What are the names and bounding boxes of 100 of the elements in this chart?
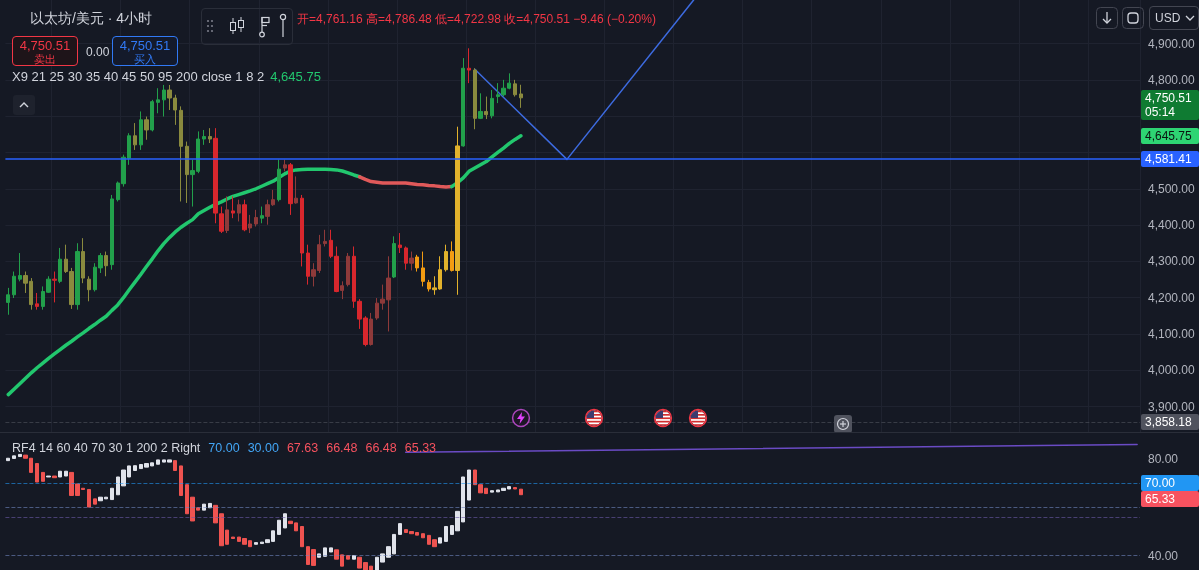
annotation: 买入 <box>133 53 157 65</box>
candlestick <box>156 459 160 465</box>
y-tick-label: 4,400.00 <box>1148 218 1196 233</box>
candlestick <box>208 502 212 509</box>
candlestick <box>398 523 402 535</box>
candlestick <box>300 194 304 267</box>
ref-line-label: 3,858.18 <box>1145 414 1192 429</box>
candlestick <box>306 244 310 286</box>
text: 05:14 <box>1145 104 1176 119</box>
annotation: 66.48 <box>326 441 358 455</box>
y-tick-label: 4,200.00 <box>1148 290 1196 305</box>
candlestick <box>294 175 298 205</box>
y-tick-label: 4,800.00 <box>1148 72 1196 87</box>
candlestick <box>173 460 177 471</box>
candlestick <box>254 542 258 545</box>
candlestick <box>444 526 448 542</box>
candlestick <box>52 271 57 303</box>
annotation: 30.00 <box>247 441 279 455</box>
annotation: 4,645.75 <box>270 69 321 84</box>
candlestick <box>162 84 166 118</box>
y-tick-label: 4,500.00 <box>1148 181 1196 196</box>
candlestick <box>404 245 408 271</box>
candlestick <box>478 92 483 120</box>
candlestick <box>392 235 396 279</box>
candlestick <box>87 488 91 508</box>
candlestick <box>104 251 108 277</box>
text: 以太坊/美元 · 4小时 <box>30 10 153 26</box>
candlestick <box>288 162 293 216</box>
candlestick <box>248 214 252 234</box>
candlestick <box>283 159 287 172</box>
candlestick <box>12 455 16 459</box>
candlestick <box>254 209 258 228</box>
ref-line-label: 70.00 <box>1145 476 1176 491</box>
candlestick <box>179 105 183 202</box>
buy-button: 4,750.51 买入 <box>112 36 178 66</box>
candlestick <box>242 199 247 232</box>
candlestick <box>513 487 517 490</box>
sell-button: 4,750.51 卖出 <box>12 36 78 66</box>
candlestick <box>156 87 160 114</box>
annotation: 卖出 <box>33 53 57 65</box>
candlestick <box>12 271 16 299</box>
candlestick <box>283 513 287 529</box>
ref-line-label: 4,581.41 <box>1145 152 1192 167</box>
candlestick <box>300 526 304 548</box>
annotation: 67.63 <box>286 441 319 455</box>
candlestick <box>225 195 229 234</box>
candlestick <box>352 555 356 560</box>
annotation: 66.48 <box>365 441 397 455</box>
candlestick <box>490 490 494 493</box>
candlestick <box>398 232 402 254</box>
y-tick-label: 80.00 <box>1148 452 1179 467</box>
candlestick <box>202 503 206 511</box>
candlestick <box>277 159 281 202</box>
text: USD <box>1155 10 1181 26</box>
candlestick <box>64 470 68 477</box>
y-tick-label: 40.00 <box>1148 548 1179 563</box>
candlestick <box>323 229 327 247</box>
candlestick <box>208 127 212 144</box>
candlestick <box>340 280 344 300</box>
candlestick <box>415 254 419 273</box>
candlestick <box>346 555 350 560</box>
candlestick <box>427 279 431 293</box>
y-tick-label: 4,000.00 <box>1148 363 1196 378</box>
text: 开=4,761.16 高=4,786.48 低=4,722.98 收=4,750.51 −9.46 (−0.20%) <box>297 11 656 27</box>
line-series <box>450 134 523 189</box>
candlestick <box>421 251 425 287</box>
candlestick <box>185 141 189 204</box>
candlestick <box>58 247 62 284</box>
candlestick <box>444 244 448 273</box>
candlestick <box>110 487 114 501</box>
candlestick <box>237 199 241 222</box>
annotation: 65.33 <box>404 441 437 455</box>
annotation: 70.00 <box>208 441 240 455</box>
candlestick <box>467 469 471 501</box>
candlestick <box>421 533 425 539</box>
y-tick-label: 4,100.00 <box>1148 326 1196 341</box>
text: 4,750.51 <box>1145 90 1192 105</box>
y-tick-label: 4,900.00 <box>1148 36 1196 51</box>
candlestick <box>133 465 137 471</box>
candlestick <box>150 99 154 132</box>
annotation: 4,750.51 <box>118 38 172 53</box>
candlestick <box>513 79 517 98</box>
candlestick <box>6 287 10 316</box>
candlestick <box>144 116 149 141</box>
candlestick <box>133 122 137 151</box>
candlestick <box>179 465 183 496</box>
candlestick <box>438 537 442 544</box>
candlestick <box>519 84 523 109</box>
candlestick <box>110 194 114 271</box>
candlestick <box>409 251 414 271</box>
candlestick <box>18 453 22 458</box>
candlestick <box>58 470 62 478</box>
candlestick <box>519 488 523 496</box>
candlestick <box>35 463 39 483</box>
candlestick <box>46 475 51 478</box>
candlestick <box>490 89 494 119</box>
candlestick <box>93 498 97 505</box>
candlestick <box>18 252 22 282</box>
candlestick <box>450 240 454 273</box>
candlestick <box>329 547 333 553</box>
